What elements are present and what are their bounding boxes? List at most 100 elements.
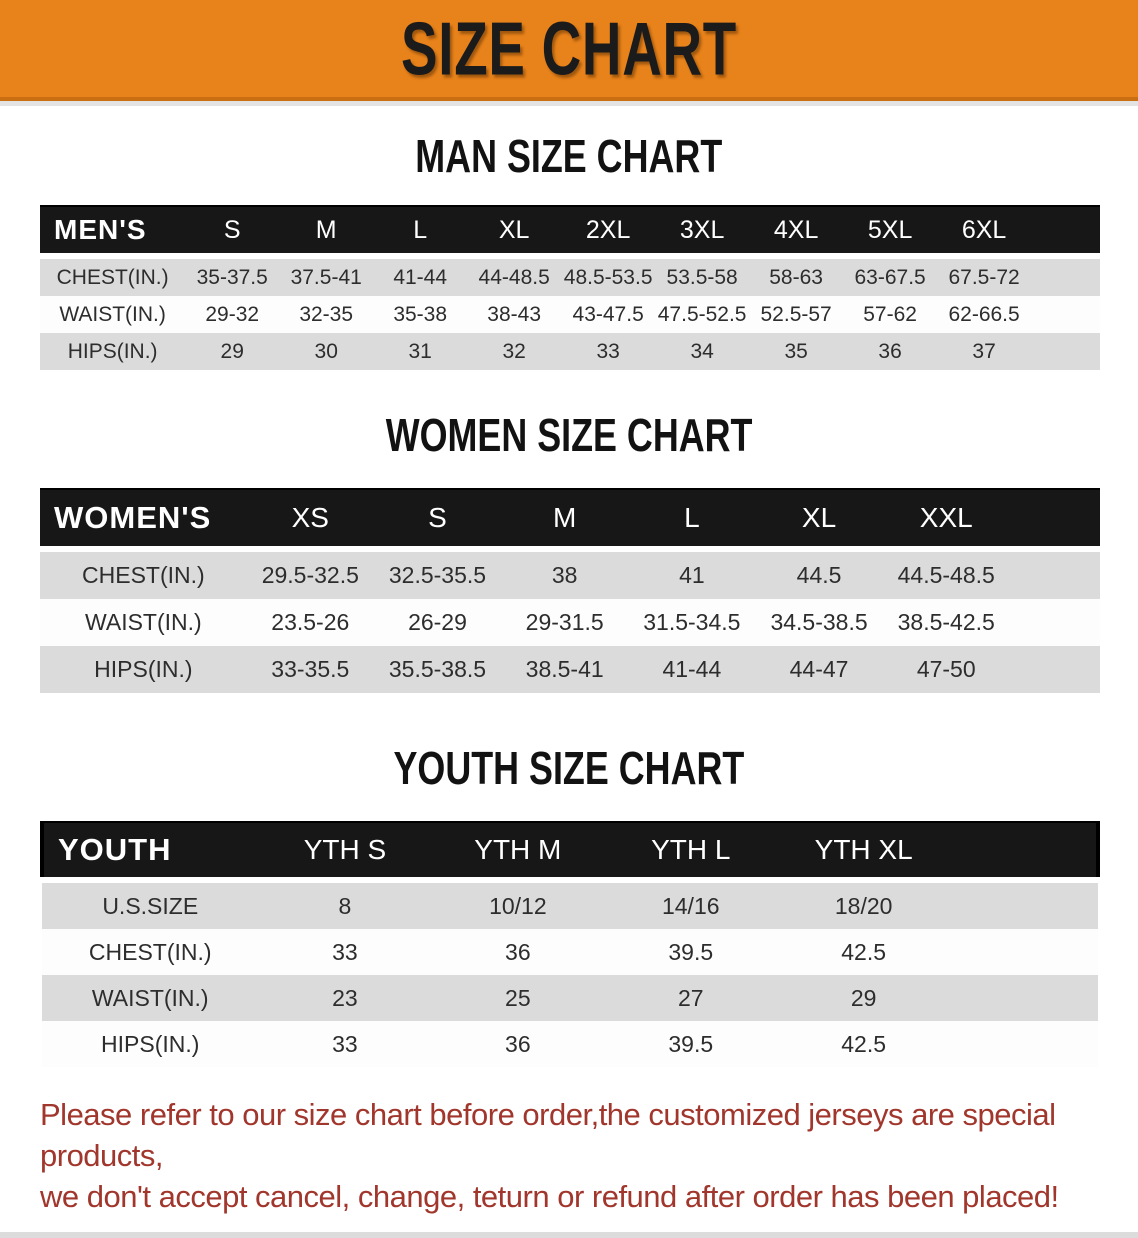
youth-size-section: YOUTH SIZE CHART YOUTH YTH S YTH M YTH L YTH…: [0, 745, 1138, 1067]
table-header-row: MEN'S S M L XL 2XL 3XL 4XL 5XL 6XL: [40, 205, 1100, 259]
row-spacer: [1031, 256, 1100, 296]
table-row: HIPS(IN.) 29 30 31 32 33 34 35 36 37: [40, 333, 1100, 370]
size-cell: 35.5-38.5: [373, 646, 502, 693]
men-size-table: MEN'S S M L XL 2XL 3XL 4XL 5XL 6XL CHEST(IN.) 35-37…: [40, 205, 1100, 370]
size-cell: 47.5-52.5: [655, 296, 750, 333]
table-row: WAIST(IN.) 29-32 32-35 35-38 38-43 43-47.5 47.…: [40, 296, 1100, 333]
size-cell: 23.5-26: [246, 599, 374, 646]
row-label: WAIST(IN.): [40, 599, 247, 646]
size-cell: 30: [279, 333, 374, 370]
size-cell: 39.5: [604, 929, 778, 975]
size-cell: 35-38: [373, 296, 468, 333]
size-column-header: YTH S: [258, 821, 432, 883]
size-cell: 38.5-41: [501, 646, 629, 693]
row-spacer: [950, 975, 1098, 1021]
size-cell: 44-47: [755, 646, 883, 693]
size-column-header: 5XL: [843, 205, 938, 259]
size-cell: 39.5: [604, 1021, 778, 1067]
size-cell: 43-47.5: [561, 296, 656, 333]
table-row: HIPS(IN.) 33 36 39.5 42.5: [42, 1021, 1098, 1067]
size-column-header: M: [279, 205, 374, 259]
size-column-header: XXL: [882, 488, 1010, 552]
size-cell: 41: [628, 549, 756, 599]
size-cell: 10/12: [431, 880, 605, 929]
men-section-heading: MAN SIZE CHART: [415, 130, 723, 182]
size-cell: 62-66.5: [937, 296, 1032, 333]
size-cell: 35: [749, 333, 844, 370]
row-spacer: [950, 929, 1098, 975]
row-label: CHEST(IN.): [42, 929, 259, 975]
row-spacer: [950, 1021, 1098, 1067]
row-label: WAIST(IN.): [40, 296, 186, 333]
table-row: WAIST(IN.) 23.5-26 26-29 29-31.5 31.5-34.5 34…: [40, 599, 1100, 646]
size-column-header: 2XL: [561, 205, 656, 259]
row-label: WAIST(IN.): [42, 975, 259, 1021]
table-header-row: YOUTH YTH S YTH M YTH L YTH XL: [39, 821, 1100, 883]
women-section-heading: WOMEN SIZE CHART: [385, 409, 753, 461]
size-column-header: XL: [755, 488, 883, 552]
size-cell: 44-48.5: [467, 256, 562, 296]
size-cell: 26-29: [373, 599, 502, 646]
row-spacer: [1031, 296, 1100, 333]
table-corner-label: MEN'S: [40, 205, 186, 259]
size-cell: 36: [843, 333, 938, 370]
size-cell: 31: [373, 333, 468, 370]
order-policy-line2: we don't accept cancel, change, teturn o…: [40, 1178, 1059, 1214]
size-column-header: 6XL: [937, 205, 1032, 259]
size-column-header: S: [185, 205, 280, 259]
size-cell: 41-44: [373, 256, 468, 296]
size-chart-content: MAN SIZE CHART MEN'S S M L XL 2XL 3XL 4XL 5XL 6XL…: [0, 133, 1138, 1238]
table-corner-label: WOMEN'S: [40, 488, 247, 552]
row-spacer: [1009, 646, 1100, 693]
size-cell: 58-63: [749, 256, 844, 296]
size-chart-banner: SIZE CHART: [0, 0, 1138, 101]
size-cell: 32.5-35.5: [373, 549, 502, 599]
size-cell: 29: [185, 333, 280, 370]
order-policy-line1: Please refer to our size chart before or…: [40, 1097, 1056, 1173]
size-cell: 38: [501, 549, 629, 599]
size-cell: 37.5-41: [279, 256, 374, 296]
size-cell: 52.5-57: [749, 296, 844, 333]
row-spacer: [1009, 599, 1100, 646]
table-row: CHEST(IN.) 29.5-32.5 32.5-35.5 38 41 44.5 44.5…: [40, 549, 1100, 599]
size-cell: 44.5-48.5: [882, 549, 1010, 599]
size-column-header: 3XL: [655, 205, 750, 259]
women-size-table: WOMEN'S XS S M L XL XXL CHEST(IN.) 29.5-32.5 32.5…: [40, 488, 1100, 693]
table-corner-label: YOUTH: [39, 821, 259, 883]
size-column-header: XS: [246, 488, 374, 552]
size-cell: 34: [655, 333, 750, 370]
size-cell: 57-62: [843, 296, 938, 333]
men-table-wrap: MEN'S S M L XL 2XL 3XL 4XL 5XL 6XL CHEST(IN.) 35-37…: [0, 205, 1138, 370]
size-cell: 38-43: [467, 296, 562, 333]
size-cell: 14/16: [604, 880, 778, 929]
size-cell: 34.5-38.5: [755, 599, 883, 646]
size-cell: 35-37.5: [185, 256, 280, 296]
size-cell: 48.5-53.5: [561, 256, 656, 296]
size-column-header: M: [501, 488, 629, 552]
table-row: WAIST(IN.) 23 25 27 29: [42, 975, 1098, 1021]
men-size-section: MAN SIZE CHART MEN'S S M L XL 2XL 3XL 4XL 5XL 6XL…: [0, 133, 1138, 370]
size-cell: 29-31.5: [501, 599, 629, 646]
size-cell: 18/20: [777, 880, 951, 929]
youth-table-wrap: YOUTH YTH S YTH M YTH L YTH XL U.S.SIZE 8 10/12…: [0, 821, 1138, 1067]
size-column-header: XL: [467, 205, 562, 259]
size-cell: 31.5-34.5: [628, 599, 756, 646]
size-cell: 23: [258, 975, 432, 1021]
banner-title: SIZE CHART: [401, 5, 737, 91]
size-cell: 27: [604, 975, 778, 1021]
size-column-header: S: [373, 488, 502, 552]
header-spacer: [1009, 488, 1100, 552]
size-cell: 25: [431, 975, 605, 1021]
size-cell: 37: [937, 333, 1032, 370]
size-cell: 33-35.5: [246, 646, 374, 693]
youth-section-heading: YOUTH SIZE CHART: [393, 742, 745, 794]
row-spacer: [1009, 549, 1100, 599]
row-label: CHEST(IN.): [40, 256, 186, 296]
size-cell: 63-67.5: [843, 256, 938, 296]
size-cell: 53.5-58: [655, 256, 750, 296]
size-cell: 42.5: [777, 929, 951, 975]
size-cell: 67.5-72: [937, 256, 1032, 296]
size-cell: 42.5: [777, 1021, 951, 1067]
row-label: U.S.SIZE: [42, 880, 259, 929]
row-label: HIPS(IN.): [40, 646, 247, 693]
